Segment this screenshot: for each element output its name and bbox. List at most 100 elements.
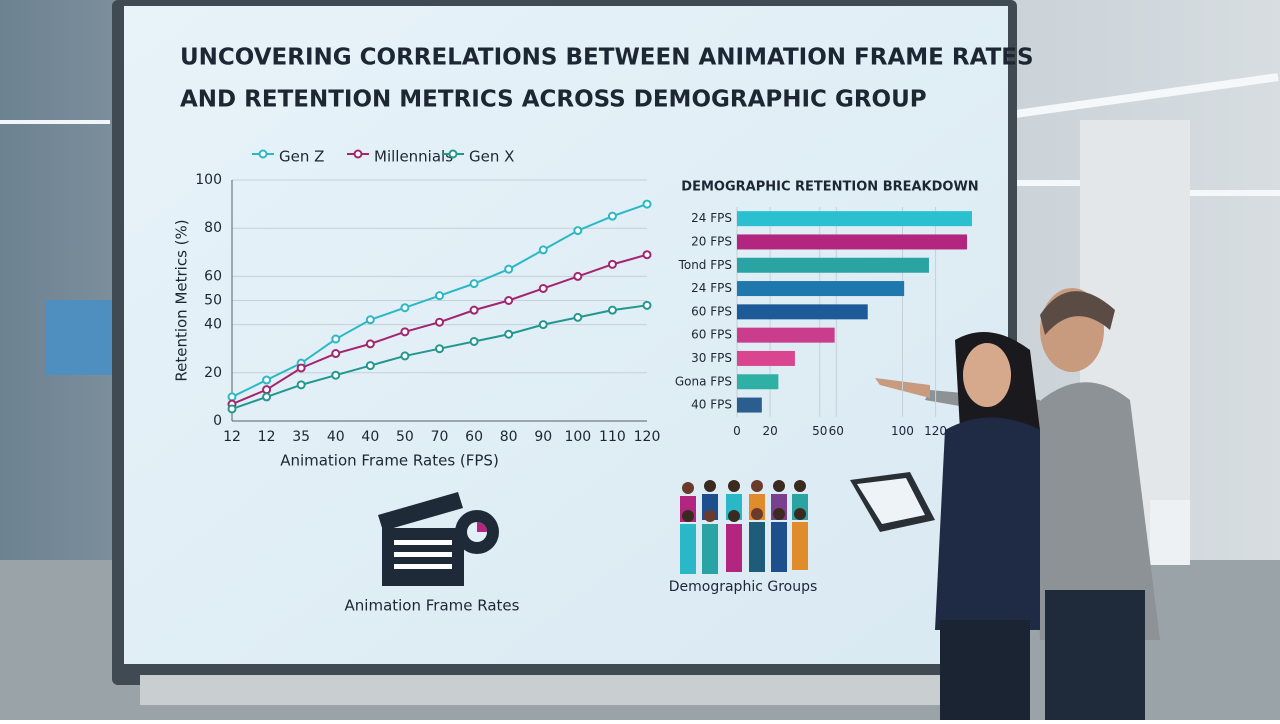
data-point bbox=[469, 279, 479, 289]
data-point bbox=[607, 211, 617, 221]
y-tick-label: 50 bbox=[204, 293, 222, 309]
ceiling-light bbox=[1014, 73, 1279, 118]
bar bbox=[737, 350, 795, 366]
y-tick-label: 24 FPS bbox=[691, 211, 732, 225]
data-point bbox=[573, 226, 583, 236]
x-tick-label: 35 bbox=[292, 429, 310, 445]
data-point bbox=[435, 291, 444, 301]
y-tick-label: 80 bbox=[204, 220, 222, 236]
data-point bbox=[262, 392, 272, 402]
legend-marker bbox=[353, 149, 363, 159]
data-point bbox=[262, 385, 272, 395]
data-point bbox=[538, 320, 548, 330]
wall-poster bbox=[45, 300, 115, 375]
x-tick-label: 0 bbox=[733, 424, 741, 438]
bar bbox=[737, 304, 868, 320]
data-point bbox=[365, 361, 375, 371]
y-tick-label: 24 FPS bbox=[691, 281, 732, 295]
bar bbox=[737, 257, 929, 273]
x-tick-label: 40 bbox=[361, 429, 379, 445]
bar bbox=[737, 211, 972, 227]
data-point bbox=[435, 344, 444, 354]
y-tick-label: 0 bbox=[213, 413, 222, 429]
clapperboard-icon bbox=[378, 492, 499, 586]
data-point bbox=[469, 336, 479, 346]
x-tick-label: 100 bbox=[564, 429, 591, 445]
screen bbox=[124, 6, 1008, 664]
x-tick-label: 100 bbox=[891, 424, 914, 438]
data-point bbox=[365, 315, 375, 325]
y-tick-label: 20 bbox=[204, 365, 222, 381]
data-point bbox=[400, 303, 410, 313]
data-point bbox=[642, 300, 652, 310]
presenters bbox=[850, 288, 1160, 720]
data-point bbox=[607, 259, 617, 269]
legend-marker bbox=[258, 149, 268, 159]
data-point bbox=[573, 271, 583, 281]
data-point bbox=[504, 264, 514, 274]
data-point bbox=[642, 250, 652, 260]
data-point bbox=[435, 317, 444, 327]
x-tick-label: 120 bbox=[924, 424, 947, 438]
data-point bbox=[331, 334, 341, 344]
bar bbox=[737, 397, 762, 413]
data-point bbox=[331, 349, 341, 359]
x-tick-label: 20 bbox=[762, 424, 777, 438]
x-tick-label: 90 bbox=[534, 429, 552, 445]
y-tick-label: 60 FPS bbox=[691, 304, 732, 318]
bar bbox=[737, 374, 779, 390]
x-axis-label: Animation Frame Rates (FPS) bbox=[280, 452, 499, 470]
caption: Demographic Groups bbox=[669, 579, 818, 595]
data-point bbox=[400, 351, 410, 361]
ceiling-light bbox=[1190, 190, 1280, 196]
data-point bbox=[262, 375, 272, 385]
data-point bbox=[504, 296, 514, 305]
x-tick-label: 70 bbox=[431, 429, 449, 445]
data-point bbox=[573, 312, 583, 322]
data-point bbox=[227, 392, 237, 402]
data-point bbox=[296, 363, 306, 373]
y-tick-label: 60 bbox=[204, 268, 222, 284]
legend-label: Gen X bbox=[469, 148, 514, 166]
x-tick-label: 12 bbox=[258, 429, 276, 445]
legend-marker bbox=[448, 149, 458, 159]
data-point bbox=[642, 199, 652, 209]
ceiling-light bbox=[0, 120, 110, 124]
y-tick-label: 100 bbox=[195, 172, 222, 188]
y-tick-label: Gona FPS bbox=[675, 374, 732, 388]
data-point bbox=[227, 404, 237, 414]
data-point bbox=[400, 327, 410, 337]
y-tick-label: 60 FPS bbox=[691, 328, 732, 342]
data-point bbox=[331, 370, 341, 380]
bar bbox=[737, 234, 968, 250]
data-point bbox=[504, 329, 514, 339]
y-tick-label: 40 FPS bbox=[691, 398, 732, 412]
x-tick-label: 110 bbox=[599, 429, 626, 445]
chart-title: DEMOGRAPHIC RETENTION BREAKDOWN bbox=[681, 180, 978, 195]
data-point bbox=[607, 305, 617, 315]
screen-base bbox=[140, 675, 960, 705]
y-tick-label: 40 bbox=[204, 317, 222, 333]
y-tick-label: 20 FPS bbox=[691, 234, 732, 248]
title-line: AND RETENTION METRICS ACROSS DEMOGRAPHIC… bbox=[180, 87, 927, 113]
people-icon bbox=[680, 480, 808, 574]
bar bbox=[737, 327, 835, 343]
y-tick-label: Tond FPS bbox=[678, 258, 732, 272]
bar bbox=[737, 281, 905, 297]
legend-label: Millennials bbox=[374, 148, 453, 166]
planter bbox=[1150, 500, 1190, 565]
x-tick-label: 12 bbox=[223, 429, 241, 445]
data-point bbox=[365, 339, 375, 349]
x-tick-label: 60 bbox=[829, 424, 844, 438]
x-tick-label: 50 bbox=[812, 424, 827, 438]
x-tick-label: 80 bbox=[500, 429, 518, 445]
title-line: UNCOVERING CORRELATIONS BETWEEN ANIMATIO… bbox=[180, 45, 1034, 71]
caption: Animation Frame Rates bbox=[345, 597, 520, 615]
x-tick-label: 40 bbox=[327, 429, 345, 445]
x-tick-label: 60 bbox=[465, 429, 483, 445]
y-tick-label: 30 FPS bbox=[691, 351, 732, 365]
ceiling-light bbox=[1015, 180, 1085, 186]
data-point bbox=[538, 283, 548, 293]
data-point bbox=[469, 305, 479, 315]
